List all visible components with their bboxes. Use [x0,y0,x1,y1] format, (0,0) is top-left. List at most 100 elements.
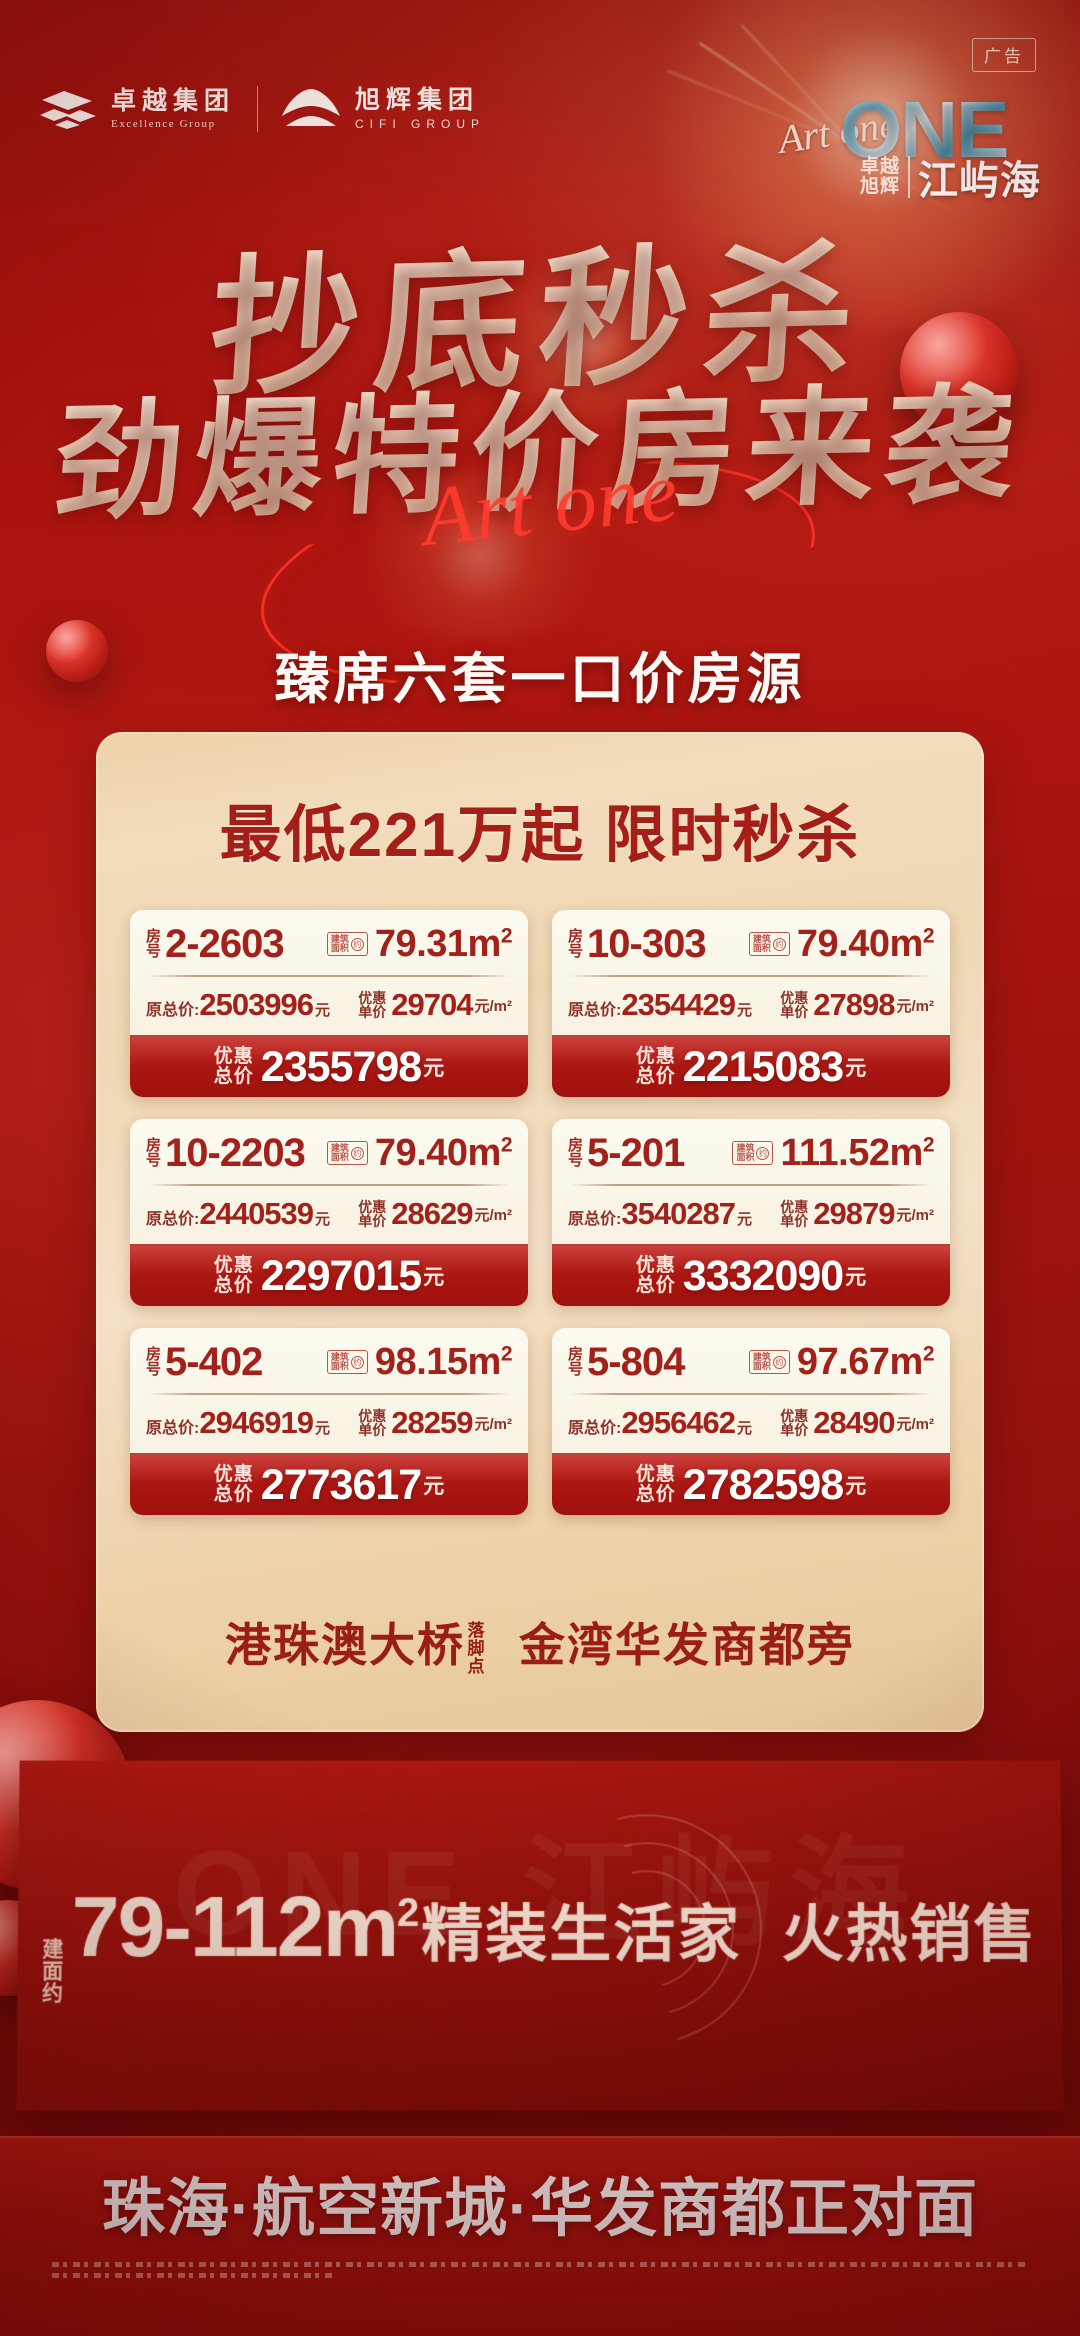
unit-card[interactable]: 房号 10-2203 建筑 面积约 79.40m2 原总价: 2440539 元优惠 单价 286… [130,1119,528,1306]
unit-price-unit: 元/m² [474,1415,512,1433]
plate-area-label-l3: 约 [41,1982,65,2006]
room-no-label: 房号 [146,1345,163,1378]
discount-label-l1: 优惠 [635,1255,676,1277]
unit-card-info: 房号 5-402 建筑 面积约 98.15m2 原总价: 2946919 元优惠 单价 28259… [130,1328,528,1453]
logo-dev-line1: 卓越 [860,156,901,178]
unit-price-group: 优惠 单价 29704 元/m² [358,987,512,1023]
room-no-label: 房号 [146,1137,162,1168]
yuan-unit: 元 [315,1211,331,1228]
unit-area-group: 建筑 面积约 79.40m2 [326,1132,513,1174]
building-area-icon: 建筑 面积约 [326,1141,368,1165]
area-icon-l2: 面积 [752,943,771,953]
unit-price-label-l2: 单价 [780,1422,809,1438]
unit-card-row-price: 原总价: 2956462 元优惠 单价 28490 元/m² [568,1405,934,1441]
discount-yuan-unit: 元 [845,1475,867,1498]
room-no-label-l1: 房 [146,1345,163,1363]
discount-label-l2: 总价 [635,1066,676,1087]
room-number: 5-402 [165,1340,263,1384]
unit-area-value: 79.40 [796,923,890,965]
unit-card-row-price: 原总价: 2946919 元优惠 单价 28259 元/m² [146,1405,512,1441]
unit-card[interactable]: 房号 10-303 建筑 面积约 79.40m2 原总价: 2354429 元优惠 单价 2789… [552,910,950,1097]
area-icon-l1: 建筑 [330,1143,349,1153]
discount-label-l2: 总价 [635,1275,676,1296]
unit-price-label-l1: 优惠 [358,989,387,1006]
unit-card[interactable]: 房号 2-2603 建筑 面积约 79.31m2 原总价: 2503996 元优惠 单价 2970… [130,910,528,1097]
room-no-label-l2: 号 [146,1361,163,1378]
hero-subheadline: 臻席六套一口价房源 [274,648,806,710]
unit-price-label: 优惠 单价 [780,990,809,1020]
developer-logos: 卓越集团 Excellence Group 旭辉集团 CIFI GROUP [40,86,485,132]
unit-price-group: 优惠 单价 28490 元/m² [780,1405,934,1441]
plate-area-range: 79-112m2 [71,1878,417,1977]
unit-card[interactable]: 房号 5-804 建筑 面积约 97.67m2 原总价: 2956462 元优惠 单价 28490… [552,1328,950,1515]
unit-price-label: 优惠 单价 [358,1408,387,1438]
unit-card-row-room: 房号 5-804 建筑 面积约 97.67m2 [568,1340,935,1384]
card-divider [148,1184,510,1186]
poster-header: 卓越集团 Excellence Group 旭辉集团 CIFI GROUP 广告… [0,0,1080,203]
room-no-label: 房号 [568,1346,584,1377]
original-total-group: 原总价: 3540287 元 [568,1196,752,1232]
unit-price-group: 优惠 单价 27898 元/m² [780,987,934,1023]
original-total-value: 2503996 [199,987,314,1022]
unit-area-group: 建筑 面积约 97.67m2 [748,1343,935,1381]
room-number: 5-201 [587,1131,685,1175]
lower-red-plate: ONE 江屿海 建 面 约 79-112m2 精装生活家 火热销售 [16,1760,1064,2111]
room-number: 5-804 [587,1340,685,1384]
unit-area: 111.52m2 [780,1132,934,1174]
area-icon-approx: 约 [350,937,364,951]
unit-card[interactable]: 房号 5-201 建筑 面积约 111.52m2 原总价: 3540287 元优惠 单价 2987… [552,1119,950,1306]
building-area-icon: 建筑 面积约 [732,1141,774,1165]
unit-area-unit: m [467,1341,502,1383]
room-number: 10-2203 [165,1131,306,1175]
area-icon-approx: 约 [350,1146,364,1160]
discount-total-value: 2782598 [682,1460,844,1509]
project-name: 江屿海 [918,159,1042,203]
unit-area: 79.40m2 [796,923,935,965]
unit-area-unit: m [467,923,502,965]
unit-card-info: 房号 2-2603 建筑 面积约 79.31m2 原总价: 2503996 元优惠 单价 2970… [130,910,528,1035]
plate-area-sup: 2 [397,1891,418,1936]
advertisement-tag: 广告 [972,38,1036,72]
unit-area-value: 79.31 [374,923,468,965]
discount-label-l1: 优惠 [213,1046,254,1068]
area-icon-l1: 建筑 [736,1143,755,1153]
excellence-group-icon [40,91,96,129]
discount-total-bar: 优惠 总价 2355798 元 [130,1035,528,1097]
discount-total-label: 优惠 总价 [636,1465,676,1505]
unit-price-label: 优惠 单价 [780,1408,809,1438]
discount-label-l1: 优惠 [213,1255,254,1277]
unit-price-label-l2: 单价 [780,1004,809,1020]
original-total-group: 原总价: 2354429 元 [568,987,752,1023]
discount-total-label: 优惠 总价 [214,1465,254,1505]
discount-total-label: 优惠 总价 [636,1256,676,1296]
poster-footer: 珠海·航空新城·华发商都正对面 [0,2136,1080,2336]
yuan-unit: 元 [737,1211,753,1228]
developer-cifi-group: 旭辉集团 CIFI GROUP [280,88,485,130]
location-line: 港珠澳大桥 落脚点 金湾华发商都旁 [96,1609,984,1676]
room-no-label: 房号 [146,928,162,959]
unit-card[interactable]: 房号 5-402 建筑 面积约 98.15m2 原总价: 2946919 元优惠 单价 28259… [130,1328,528,1515]
unit-area-group: 建筑 面积约 98.15m2 [326,1341,513,1383]
price-panel: 最低221万起 限时秒杀 房号 2-2603 建筑 面积约 79.31m2 原总价: 250… [96,732,984,1732]
original-total-label: 原总价: [568,1211,622,1228]
discount-label-l1: 优惠 [635,1046,676,1068]
unit-price-label-l2: 单价 [358,1422,387,1438]
unit-card-row-room: 房号 10-303 建筑 面积约 79.40m2 [568,922,935,966]
unit-area-unit: m [467,1132,502,1174]
project-logo: Art one ONE 卓越 旭辉 江屿海 [774,85,1044,203]
building-area-icon: 建筑 面积约 [748,932,790,956]
discount-total-bar: 优惠 总价 3332090 元 [552,1244,950,1306]
original-total-value: 2946919 [199,1405,314,1440]
disclaimer-line [52,2273,336,2278]
unit-card-grid: 房号 2-2603 建筑 面积约 79.31m2 原总价: 2503996 元优惠 单价 2970… [130,910,950,1515]
room-number: 10-303 [587,922,707,966]
location-bracket-line2: 点 [467,1657,485,1677]
area-icon-text: 建筑 面积 [736,1144,754,1162]
discount-total-bar: 优惠 总价 2215083 元 [552,1035,950,1097]
area-icon-l1: 建筑 [330,1352,349,1362]
original-total-group: 原总价: 2440539 元 [146,1196,330,1232]
plate-tagline: 精装生活家 [421,1901,742,1971]
discount-yuan-unit: 元 [423,1475,445,1498]
area-icon-text: 建筑 面积 [331,935,349,953]
plate-tagline-row: 建 面 约 79-112m2 精装生活家 火热销售 [17,1878,1062,2005]
